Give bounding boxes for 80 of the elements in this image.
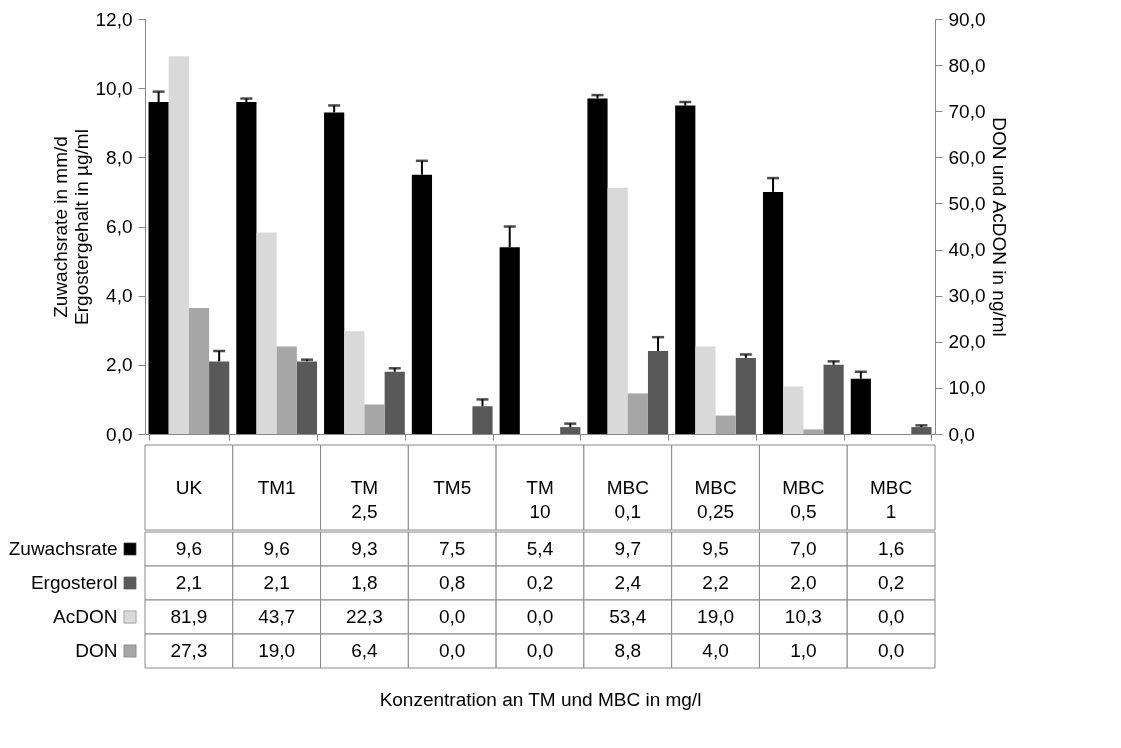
bar — [695, 346, 716, 434]
y2-tick-label: 60,0 — [948, 146, 986, 168]
x-tick-label: TM 2,5 — [350, 476, 379, 522]
data-label: 19,0 — [697, 606, 735, 627]
bar — [384, 371, 405, 434]
x-tick-label: TM5 — [433, 476, 472, 498]
data-label: 9,7 — [614, 538, 641, 559]
data-label: 9,6 — [263, 538, 290, 559]
data-label: 2,4 — [614, 572, 642, 593]
y2-tick-label: 0,0 — [948, 423, 975, 445]
y2-tick-label: 30,0 — [948, 285, 986, 307]
x-tick-label: MBC 0,5 — [782, 476, 825, 522]
data-label: 22,3 — [345, 606, 383, 627]
data-label: 53,4 — [609, 606, 647, 627]
data-label: 0,2 — [526, 572, 554, 593]
data-label: 2,1 — [263, 572, 290, 593]
data-label: 0,8 — [439, 572, 466, 593]
bar — [911, 427, 932, 434]
data-label: 0,0 — [526, 606, 554, 627]
y-axis-title: Zuwachsrate in mm/d Ergostergehalt in µg/ml — [49, 129, 92, 325]
bar — [647, 351, 669, 434]
bar — [803, 429, 824, 434]
bar — [783, 386, 804, 434]
data-label: 6,4 — [351, 640, 379, 661]
data-label: 0,0 — [526, 640, 554, 661]
y2-axis-title: DON und AcDON in ng/ml — [989, 117, 1011, 337]
data-label: 43,7 — [258, 606, 296, 627]
data-label: 9,6 — [175, 538, 203, 559]
y2-tick-label: 90,0 — [948, 8, 986, 30]
data-label: 19,0 — [258, 640, 296, 661]
bar — [823, 364, 844, 434]
bar — [344, 331, 365, 434]
data-label: 0,0 — [439, 640, 466, 661]
data-label: 9,5 — [702, 538, 729, 559]
y2-tick-label: 10,0 — [948, 377, 986, 399]
x-tick-label: TM1 — [257, 476, 296, 498]
y-tick-label: 12,0 — [95, 8, 133, 30]
x-tick-label: MBC 1 — [869, 476, 913, 522]
y2-tick-label: 20,0 — [948, 331, 986, 353]
legend-label: Zuwachsrate — [8, 538, 118, 559]
x-tick-label: MBC 0,25 — [694, 476, 737, 522]
y-tick-label: 0,0 — [106, 423, 133, 445]
y-tick-label: 10,0 — [95, 77, 133, 99]
data-label: 0,2 — [877, 572, 905, 593]
data-label: 2,0 — [790, 572, 817, 593]
legend-label: AcDON — [53, 606, 118, 627]
data-label: 0,0 — [877, 606, 905, 627]
data-label: 4,0 — [702, 640, 729, 661]
data-label: 7,0 — [790, 538, 817, 559]
data-label: 2,1 — [175, 572, 203, 593]
y2-tick-label: 40,0 — [948, 239, 986, 261]
data-label: 27,3 — [170, 640, 208, 661]
x-tick-label: TM 10 — [526, 476, 554, 522]
data-label: 8,8 — [614, 640, 641, 661]
data-label: 1,0 — [790, 640, 817, 661]
y2-tick-label: 50,0 — [948, 192, 986, 214]
legend-label: DON — [75, 640, 118, 661]
x-tick-label: MBC 0,1 — [606, 476, 649, 522]
data-label: 81,9 — [170, 606, 208, 627]
data-label: 7,5 — [439, 538, 466, 559]
legend-label: Ergosterol — [30, 572, 118, 593]
y-tick-label: 4,0 — [106, 285, 133, 307]
bar — [472, 406, 493, 434]
data-label: 1,6 — [877, 538, 905, 559]
text: Konzentration an TM und MBC in mg/l — [379, 688, 702, 710]
y-tick-label: 2,0 — [106, 354, 133, 376]
x-tick-label: UK — [175, 476, 203, 498]
data-label: 0,0 — [877, 640, 905, 661]
y-tick-label: 6,0 — [106, 216, 133, 237]
data-label: 2,2 — [702, 572, 729, 593]
data-label: 1,8 — [351, 572, 378, 593]
y-tick-label: 8,0 — [106, 146, 133, 168]
data-label: 9,3 — [351, 538, 378, 559]
y2-tick-label: 80,0 — [948, 54, 986, 76]
y2-tick-label: 70,0 — [948, 100, 986, 122]
bar — [735, 357, 756, 434]
data-label: 0,0 — [439, 606, 466, 627]
bar — [715, 415, 736, 434]
data-label: 5,4 — [526, 538, 554, 559]
data-label: 10,3 — [784, 606, 822, 627]
